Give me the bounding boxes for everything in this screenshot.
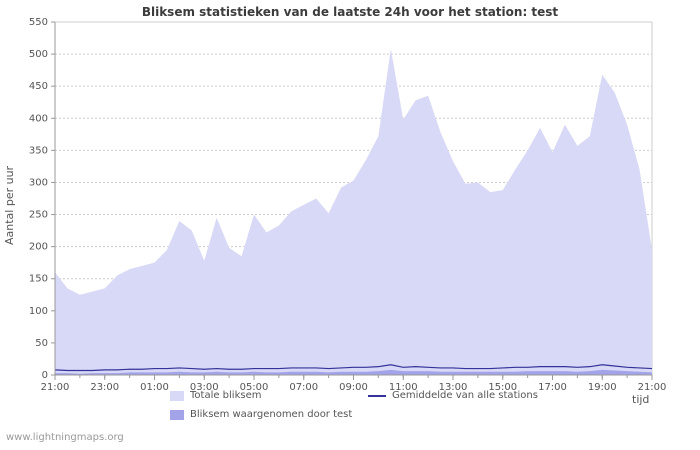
y-tick-label: 400 [29, 113, 48, 124]
area-station [55, 369, 652, 375]
line-average [54, 364, 653, 372]
chart-title: Bliksem statistieken van de laatste 24h … [141, 5, 559, 19]
x-tick-label: 09:00 [339, 382, 368, 393]
y-tick-label: 250 [29, 210, 48, 221]
y-tick-label: 0 [42, 370, 48, 381]
legend-row: Bliksem waargenomen door test [170, 409, 630, 420]
x-tick-label: 17:00 [538, 382, 567, 393]
x-tick-label: 23:00 [90, 382, 119, 393]
legend-row: Totale bliksem Gemiddelde van alle stati… [170, 390, 630, 401]
y-tick-label: 200 [29, 242, 48, 253]
x-tick-label: 03:00 [190, 382, 219, 393]
y-tick-label: 300 [29, 177, 48, 188]
legend-label-average: Gemiddelde van alle stations [392, 390, 538, 401]
x-tick-label: 21:00 [41, 382, 70, 393]
x-tick-label: 13:00 [439, 382, 468, 393]
y-tick-label: 500 [29, 49, 48, 60]
legend-item-total: Totale bliksem [170, 390, 368, 401]
y-tick-label: 550 [29, 17, 48, 28]
x-axis-title: tijd [632, 393, 650, 406]
x-tick-label: 11:00 [389, 382, 418, 393]
legend-label-total: Totale bliksem [190, 390, 262, 401]
area-total [55, 48, 652, 376]
y-tick-label: 100 [29, 306, 48, 317]
legend-swatch-average [368, 394, 386, 397]
legend-item-average: Gemiddelde van alle stations [368, 390, 538, 401]
y-tick-label: 350 [29, 145, 48, 156]
watermark-link[interactable]: www.lightningmaps.org [6, 432, 124, 443]
x-tick-label: 07:00 [289, 382, 318, 393]
x-tick-label: 01:00 [140, 382, 169, 393]
legend-swatch-total [170, 390, 184, 401]
legend-swatch-station [170, 409, 184, 420]
x-tick-label: 15:00 [488, 382, 517, 393]
y-tick-label: 150 [29, 274, 48, 285]
legend: Totale bliksem Gemiddelde van alle stati… [170, 390, 630, 428]
legend-item-station: Bliksem waargenomen door test [170, 409, 368, 420]
y-tick-label: 450 [29, 81, 48, 92]
y-tick-label: 50 [35, 338, 48, 349]
x-tick-label: 19:00 [588, 382, 617, 393]
x-tick-label: 21:00 [638, 382, 667, 393]
legend-label-station: Bliksem waargenomen door test [190, 409, 353, 420]
x-tick-label: 05:00 [240, 382, 269, 393]
